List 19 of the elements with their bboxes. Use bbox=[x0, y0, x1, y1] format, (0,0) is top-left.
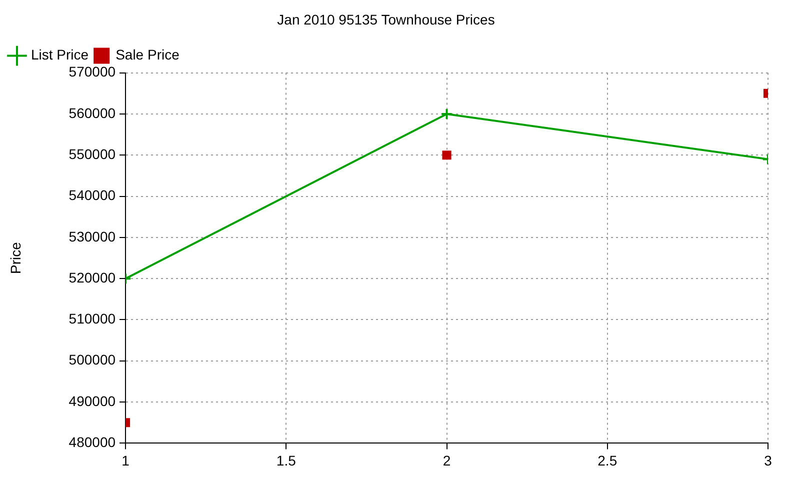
y-tick-label: 500000 bbox=[68, 352, 116, 368]
y-tick-label: 520000 bbox=[68, 269, 116, 286]
chart-title: Jan 2010 95135 Townhouse Prices bbox=[277, 11, 495, 28]
x-tick-label: 2.5 bbox=[598, 452, 618, 468]
y-tick-label: 490000 bbox=[68, 392, 116, 409]
y-tick-label: 480000 bbox=[68, 434, 116, 450]
x-tick-label: 3 bbox=[764, 452, 772, 468]
legend-label: Sale Price bbox=[116, 46, 180, 63]
y-tick-label: 560000 bbox=[68, 104, 116, 121]
legend-label: List Price bbox=[31, 46, 89, 63]
x-tick-label: 2 bbox=[442, 452, 451, 468]
y-tick-label: 510000 bbox=[68, 310, 116, 327]
y-tick-label: 550000 bbox=[68, 146, 116, 162]
y-tick-label: 540000 bbox=[68, 187, 116, 204]
y-tick-label: 570000 bbox=[68, 64, 116, 80]
y-tick-label: 530000 bbox=[68, 228, 116, 244]
x-tick-label: 1 bbox=[122, 452, 130, 468]
x-tick-label: 1.5 bbox=[276, 452, 296, 468]
y-axis-title: Price bbox=[7, 242, 24, 274]
